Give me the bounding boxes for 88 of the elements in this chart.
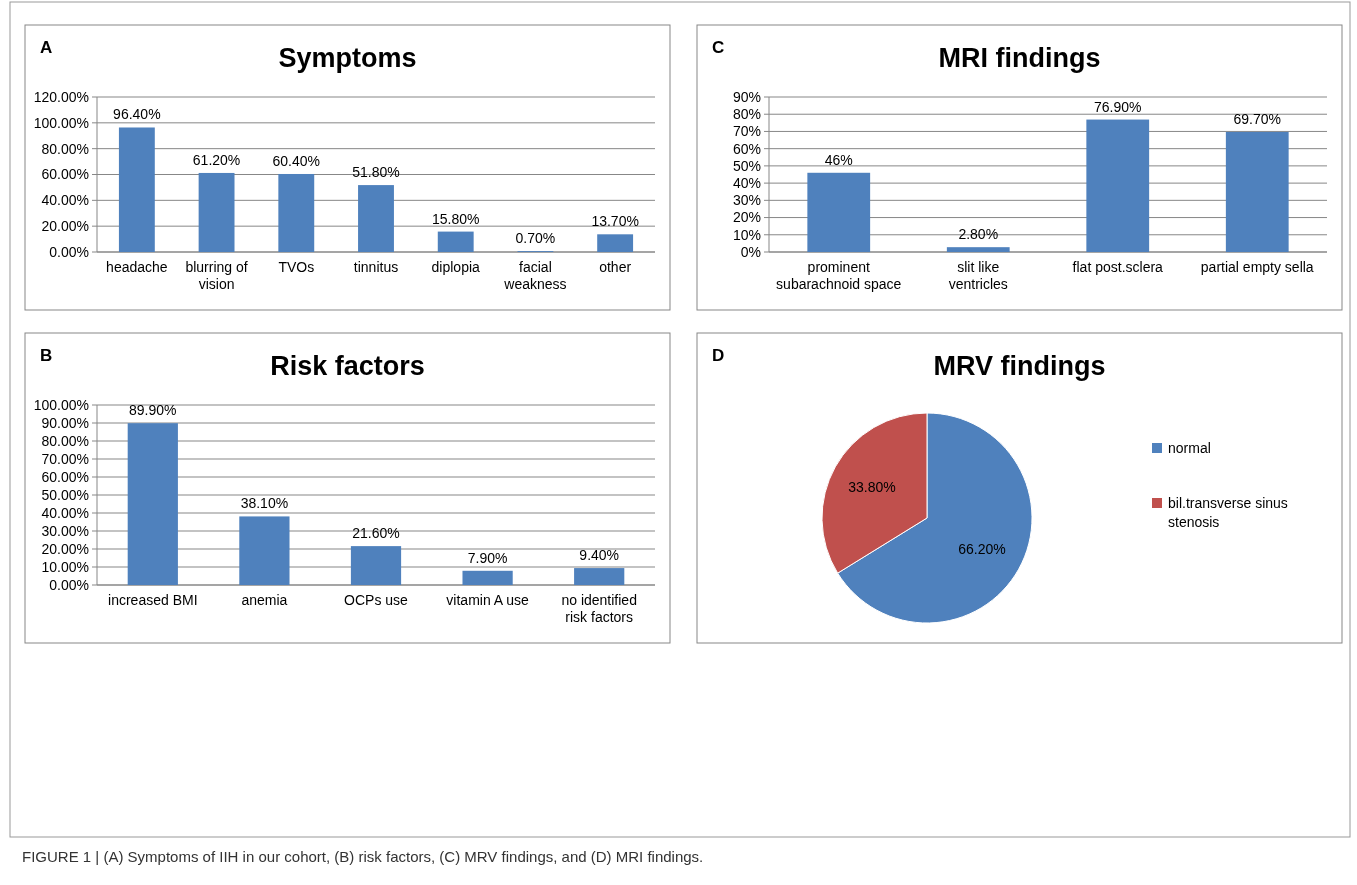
y-tick-label: 0.00%	[49, 243, 89, 260]
y-tick-label: 40%	[732, 175, 761, 192]
data-label: 66.20%	[958, 540, 1006, 557]
y-tick-label: 60%	[732, 140, 761, 157]
y-tick-label: 30%	[732, 192, 761, 209]
chart-title: MRV findings	[933, 351, 1106, 381]
data-label: 7.90%	[467, 549, 508, 566]
x-tick-label: partial empty sella	[1200, 259, 1314, 275]
y-tick-label: 100.00%	[33, 114, 89, 131]
y-tick-label: 60.00%	[41, 166, 89, 183]
data-label: 69.70%	[1233, 110, 1281, 127]
x-tick-label: other	[599, 259, 632, 275]
y-tick-label: 80.00%	[41, 140, 89, 157]
data-label: 38.10%	[240, 495, 289, 512]
chart-title: Symptoms	[278, 43, 417, 73]
bar	[350, 546, 402, 585]
bar	[118, 127, 155, 252]
x-tick-label: anemia	[241, 592, 288, 608]
data-label: 9.40%	[579, 547, 620, 564]
bar	[437, 231, 474, 252]
bar	[1086, 119, 1150, 252]
x-tick-label: facial weakness	[503, 259, 567, 292]
y-tick-label: 80%	[732, 106, 761, 123]
y-tick-label: 80.00%	[41, 432, 89, 449]
x-tick-label: slit like ventricles	[948, 259, 1008, 292]
bar	[807, 172, 871, 252]
x-tick-label: TVOs	[278, 259, 315, 275]
data-label: 46%	[824, 151, 853, 168]
text: A	[40, 38, 53, 57]
bar	[239, 516, 290, 585]
data-label: 51.80%	[352, 164, 400, 181]
bar	[198, 172, 235, 252]
x-tick-label: vitamin A use	[446, 592, 530, 608]
data-label: 89.90%	[129, 402, 177, 419]
y-tick-label: 50.00%	[41, 486, 89, 503]
data-label: 60.40%	[272, 152, 321, 169]
x-tick-label: headache	[106, 259, 168, 275]
text: C	[712, 38, 725, 57]
data-label: 21.60%	[352, 525, 400, 542]
y-tick-label: 10%	[732, 226, 761, 243]
y-tick-label: 90%	[732, 88, 761, 105]
bar	[946, 247, 1010, 252]
legend-label: bil.transverse sinus stenosis	[1168, 494, 1288, 530]
y-tick-label: 0.00%	[49, 576, 89, 593]
bar	[127, 423, 178, 585]
y-tick-label: 10.00%	[41, 558, 89, 575]
legend-label: normal	[1168, 439, 1211, 456]
y-tick-label: 70.00%	[41, 450, 89, 467]
x-tick-label: prominent subarachnoid space	[776, 259, 902, 292]
x-tick-label: diplopia	[431, 259, 481, 275]
bar	[462, 570, 513, 585]
y-tick-label: 70%	[732, 123, 761, 140]
data-label: 76.90%	[1094, 98, 1142, 115]
y-tick-label: 20%	[732, 209, 761, 226]
chart-title: Risk factors	[270, 351, 425, 381]
y-tick-label: 60.00%	[41, 468, 89, 485]
bar	[574, 568, 625, 585]
data-label: 13.70%	[591, 213, 639, 230]
bar	[278, 173, 315, 252]
bar	[1225, 131, 1289, 252]
data-label: 2.80%	[958, 226, 999, 243]
data-label: 0.70%	[515, 230, 556, 247]
caption: FIGURE 1 | (A) Symptoms of IIH in our cohort, (B) risk factors, (C) MRV findings, and (D) MRI findings.	[22, 848, 704, 865]
y-tick-label: 0%	[740, 243, 761, 260]
data-label: 61.20%	[192, 151, 241, 168]
y-tick-label: 100.00%	[33, 396, 89, 413]
y-tick-label: 20.00%	[41, 218, 89, 235]
data-label: 15.80%	[431, 210, 480, 227]
x-tick-label: tinnitus	[353, 259, 399, 275]
x-tick-label: blurring of vision	[185, 259, 248, 292]
bar	[358, 185, 394, 252]
y-tick-label: 50%	[732, 157, 761, 174]
bar	[597, 234, 634, 252]
y-tick-label: 20.00%	[41, 540, 89, 557]
text: B	[40, 346, 53, 365]
data-label: 96.40%	[113, 106, 161, 123]
y-tick-label: 120.00%	[33, 88, 89, 105]
x-tick-label: no identified risk factors	[561, 592, 637, 625]
y-tick-label: 30.00%	[41, 522, 89, 539]
y-tick-label: 40.00%	[41, 504, 89, 521]
x-tick-label: OCPs use	[344, 592, 409, 608]
y-tick-label: 90.00%	[41, 414, 89, 431]
chart-title: MRI findings	[938, 43, 1101, 73]
y-tick-label: 40.00%	[41, 192, 89, 209]
x-tick-label: increased BMI	[108, 592, 198, 608]
x-tick-label: flat post.sclera	[1072, 259, 1164, 275]
data-label: 33.80%	[848, 479, 896, 496]
text: D	[712, 346, 725, 365]
